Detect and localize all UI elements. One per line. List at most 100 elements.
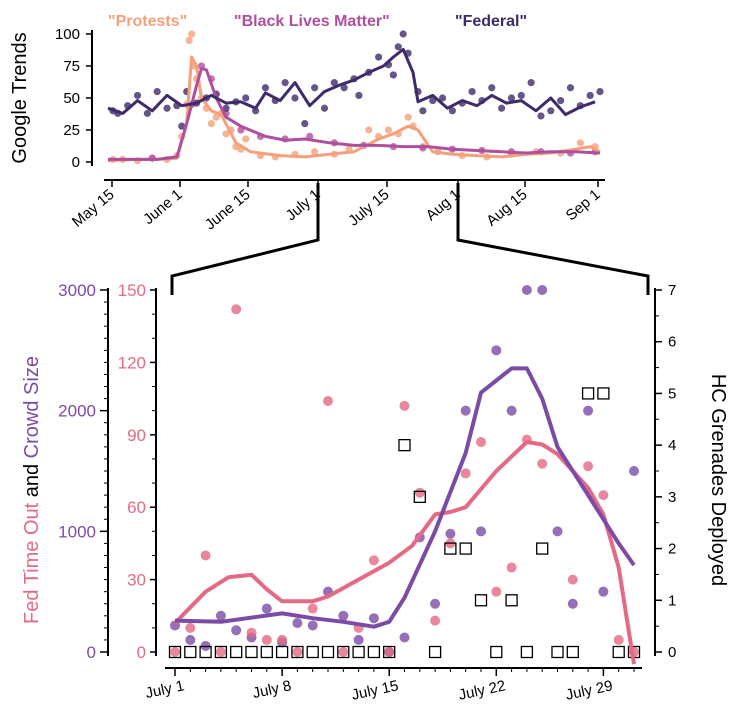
- and-label: and: [21, 458, 43, 502]
- top-point: [389, 71, 397, 79]
- top-point: [468, 88, 476, 96]
- grenade-marker: [383, 645, 396, 659]
- top-x-tick-label: May 15: [69, 186, 118, 231]
- grenade-marker: [612, 645, 625, 659]
- fed-time-out-point: [460, 468, 471, 479]
- bottom-x-tick-label: July 29: [564, 677, 614, 704]
- top-x-tick-label: June 15: [202, 186, 254, 233]
- grenade-marker: [337, 645, 350, 659]
- top-point: [537, 112, 545, 120]
- top-point: [399, 30, 407, 38]
- fed-time-out-tick-label: 0: [137, 643, 146, 662]
- top-x-axis: May 15 June 1 June 15 July 1 July 15 Aug 1 Aug…: [69, 179, 605, 233]
- fed-time-out-tick-label: 90: [127, 426, 146, 445]
- top-x-tick-label: Aug 15: [483, 186, 530, 230]
- top-point: [242, 135, 250, 143]
- top-point: [133, 91, 142, 100]
- grenade-marker: [275, 645, 289, 659]
- top-point: [586, 91, 594, 100]
- top-y-tick-label: 25: [63, 122, 80, 139]
- top-point: [291, 94, 299, 102]
- top-point: [311, 148, 319, 156]
- top-smooth-line: [107, 55, 601, 163]
- top-point: [222, 130, 230, 138]
- fed-time-out-tick-label: 150: [118, 281, 146, 300]
- fed-time-out-point: [338, 647, 349, 657]
- fed-time-out-point: [613, 634, 624, 645]
- fed-time-out-point: [414, 487, 425, 498]
- fed-time-out-point: [368, 555, 379, 566]
- fed-time-out-point: [200, 550, 211, 561]
- grenades-tick-label: 3: [668, 489, 676, 506]
- zoom-connector-right: [456, 183, 650, 295]
- bottom-right-y-axis-label: HC Grenades Deployed: [707, 374, 729, 586]
- top-point: [404, 113, 412, 121]
- top-point: [212, 113, 220, 121]
- bottom-axes: 0 1000 2000 3000 0 30 60 90 120 150 0 1 2 3 4 5 6 7 July 1…: [58, 281, 676, 704]
- bottom-x-tick-label: July 15: [350, 677, 400, 704]
- crowd-size-point: [368, 613, 379, 624]
- crowd-size-point: [215, 610, 226, 621]
- grenade-marker: [490, 645, 503, 659]
- legend-black-lives-matter: "Black Lives Matter": [234, 13, 390, 30]
- fed-time-out-point: [261, 634, 272, 645]
- top-point: [517, 91, 525, 100]
- crowd-size-point: [476, 526, 486, 537]
- fed-time-out-point: [277, 634, 288, 645]
- top-point: [566, 84, 575, 92]
- crowd-size-point: [292, 618, 303, 629]
- fed-time-out-point: [307, 603, 318, 614]
- top-y-tick-label: 100: [55, 26, 80, 43]
- grenade-marker: [184, 645, 197, 659]
- fed-time-out-point: [567, 574, 578, 585]
- top-y-axis: 0 25 50 75 100: [55, 26, 93, 171]
- bottom-left-y-axis-label: Fed Time Out and Crowd Size: [21, 356, 43, 624]
- fed-time-out-point: [384, 647, 395, 657]
- top-point: [153, 88, 161, 96]
- crowd-size-point: [629, 466, 639, 476]
- fed-time-out-smooth-line: [173, 440, 636, 665]
- fed-time-out-point: [430, 615, 441, 626]
- grenades-tick-label: 0: [668, 644, 676, 661]
- bottom-smooth-lines: [173, 366, 636, 665]
- top-smooth-line: [107, 47, 596, 117]
- crowd-size-tick-label: 1000: [58, 522, 96, 541]
- crowd-size-point: [598, 586, 609, 597]
- grenade-marker: [581, 387, 595, 400]
- top-point: [547, 107, 555, 115]
- top-point: [185, 36, 193, 45]
- crowd-size-point: [567, 598, 578, 609]
- crowd-size-point: [399, 632, 410, 643]
- top-smooth-lines: [107, 47, 601, 163]
- zoom-connector-left: [170, 183, 320, 295]
- grenade-marker: [352, 645, 365, 659]
- top-point: [498, 104, 506, 112]
- crowd-size-smooth-line: [174, 366, 636, 629]
- grenades-tick-label: 5: [668, 385, 676, 402]
- top-point: [320, 104, 329, 112]
- top-smooth-line: [108, 67, 601, 161]
- top-point: [261, 84, 270, 92]
- grenades-tick-label: 7: [668, 282, 676, 299]
- crowd-size-point: [353, 634, 364, 645]
- grenade-marker: [245, 645, 258, 659]
- fed-time-out-point: [583, 461, 594, 472]
- grenade-marker: [459, 542, 472, 555]
- crowd-size-point: [460, 405, 471, 416]
- bottom-scatter-points: [168, 285, 641, 659]
- top-point: [488, 84, 496, 92]
- fed-time-out-point: [399, 400, 410, 411]
- bottom-x-tick-label: July 22: [457, 677, 507, 704]
- crowd-size-point: [338, 610, 349, 621]
- fed-time-out-point: [476, 437, 486, 448]
- grenade-marker: [413, 490, 426, 504]
- grenades-tick-label: 1: [668, 592, 676, 609]
- fed-time-out-label: Fed Time Out: [21, 502, 43, 624]
- crowd-size-point: [307, 620, 318, 631]
- top-point: [330, 79, 338, 87]
- july-detail-panel: Fed Time Out and Crowd Size HC Grenades …: [21, 281, 729, 704]
- top-point: [178, 122, 186, 130]
- crowd-size-point: [261, 603, 272, 614]
- fed-time-out-point: [537, 458, 548, 469]
